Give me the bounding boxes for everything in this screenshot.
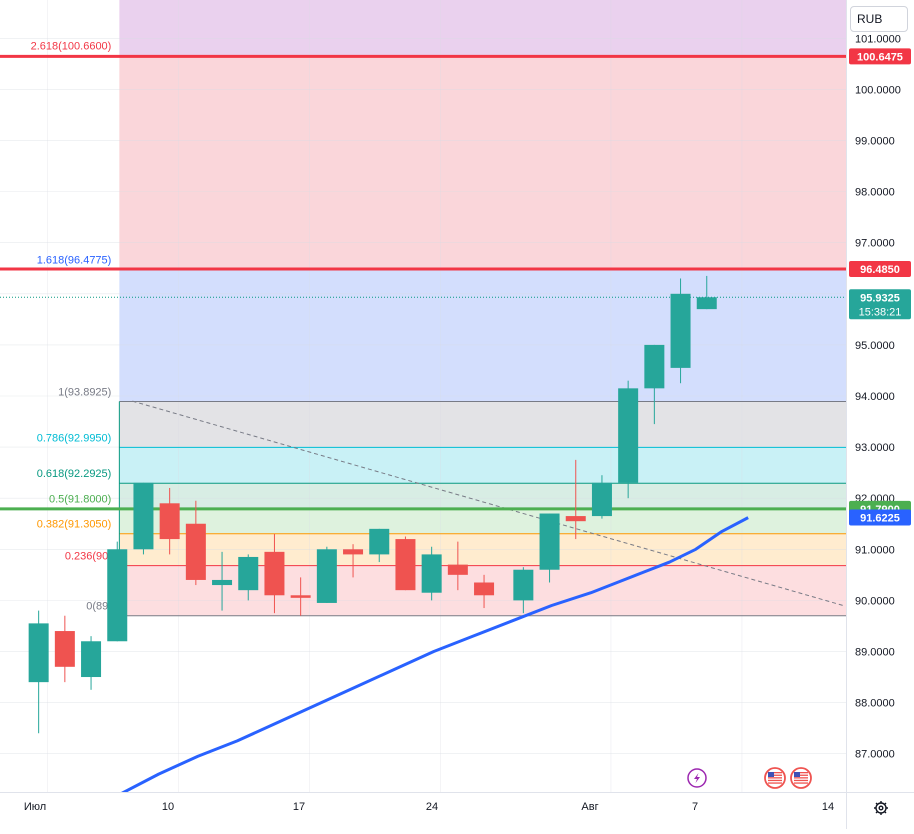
price-tick-label: 99.0000 (855, 136, 895, 148)
time-axis[interactable]: Июл 10 17 24 Авг 7 14 (0, 792, 846, 829)
candle-body (395, 539, 416, 591)
candle-body (54, 631, 75, 667)
gear-icon[interactable] (870, 797, 892, 819)
fib-level-label: 0.786(92.9950) (37, 432, 112, 444)
fib-level-label: 0(89. (86, 601, 111, 613)
price-tick-label: 90.0000 (855, 595, 895, 607)
fib-level-label: 1.618(96.4775) (37, 254, 112, 266)
fib-zone (119, 0, 846, 56)
price-tick-label: 91.0000 (855, 544, 895, 556)
candle-body (565, 516, 586, 522)
level-price-label: 100.6475 (857, 51, 903, 63)
candle-body (644, 344, 665, 389)
fib-zone (119, 269, 846, 402)
moving-average-price-label-bg (849, 509, 911, 526)
fib-level-label: 0.236(90. (65, 551, 111, 563)
price-tick-label: 101.0000 (855, 33, 901, 45)
candle-body (238, 556, 259, 591)
price-tick-label: 95.0000 (855, 340, 895, 352)
level-price-label-bg (849, 48, 911, 65)
time-tick-label: 17 (293, 801, 305, 813)
lightning-icon[interactable] (687, 768, 707, 788)
countdown-label: 15:38:21 (859, 306, 902, 318)
candle-body (369, 528, 390, 555)
candle-body (316, 549, 337, 603)
price-axis-scale: 101.0000 100.0000 99.0000 98.0000 97.0000 95.… (849, 33, 911, 761)
trend-line (132, 400, 844, 606)
candle-body (28, 623, 49, 683)
candle-body (539, 513, 560, 570)
candle-body (264, 551, 285, 596)
us-flag-icon[interactable] (790, 767, 812, 789)
price-chart[interactable]: 2.618(100.6600) 1.618(96.4775) 1(93.8925) 0… (0, 0, 846, 792)
fib-level-label: 0.382(91.3050) (37, 519, 112, 531)
price-tick-label: 87.0000 (855, 749, 895, 761)
candle-body (290, 595, 311, 598)
axis-corner (846, 792, 914, 829)
price-tick-label: 88.0000 (855, 698, 895, 710)
candle-body (618, 388, 639, 483)
price-tick-label: 89.0000 (855, 646, 895, 658)
candle-body (670, 293, 691, 368)
fib-level-label: 0.5(91.8000) (49, 493, 111, 505)
time-tick-label: 10 (162, 801, 174, 813)
candle-body (81, 641, 102, 678)
currency-selector[interactable]: RUB (850, 6, 908, 32)
candle-body (696, 297, 717, 310)
last-price-label: 95.9325 (860, 292, 900, 304)
price-tick-label: 93.0000 (855, 442, 895, 454)
time-tick-label: 24 (426, 801, 438, 813)
fib-level-label: 2.618(100.6600) (31, 41, 112, 53)
price-tick-label: 98.0000 (855, 187, 895, 199)
price-tick-label: 100.0000 (855, 84, 901, 96)
chart-area[interactable]: 2.618(100.6600) 1.618(96.4775) 1(93.8925) 0… (0, 0, 846, 792)
last-price-bg (849, 289, 911, 320)
price-axis[interactable]: 101.0000 100.0000 99.0000 98.0000 97.0000 95.… (846, 0, 914, 792)
candle-body (513, 569, 534, 601)
candle-body (447, 564, 468, 575)
us-flag-icon[interactable] (764, 767, 786, 789)
fib-zone (119, 508, 846, 534)
fib-zone (119, 483, 846, 509)
time-tick-label: 14 (822, 801, 834, 813)
fib-zone (119, 533, 846, 566)
level-price-label-bg (849, 261, 911, 278)
time-axis-scale: Июл 10 17 24 Авг 7 14 (24, 801, 834, 813)
fib-zone (119, 55, 846, 270)
candle-body (343, 549, 364, 555)
time-tick-label: Авг (581, 801, 598, 813)
fib-zone (119, 447, 846, 484)
moving-average-line (121, 516, 749, 792)
candle-body (159, 503, 180, 540)
candle-body (212, 579, 233, 586)
candle-body (107, 549, 128, 642)
candle-body (185, 523, 206, 580)
time-tick-label: 7 (692, 801, 698, 813)
fib-level-label: 0.618(92.2925) (37, 468, 112, 480)
moving-average-price-label: 91.6225 (860, 512, 900, 524)
level-price-label: 96.4850 (860, 264, 900, 276)
fib-zone (119, 401, 846, 448)
time-tick-label: Июл (24, 801, 46, 813)
candle-body (133, 482, 154, 550)
candle-body (474, 582, 495, 596)
price-tick-label: 97.0000 (855, 238, 895, 250)
fib-level-label: 1(93.8925) (58, 386, 111, 398)
price-tick-label: 94.0000 (855, 391, 895, 403)
candle-body (421, 554, 442, 593)
candle-body (591, 482, 612, 517)
